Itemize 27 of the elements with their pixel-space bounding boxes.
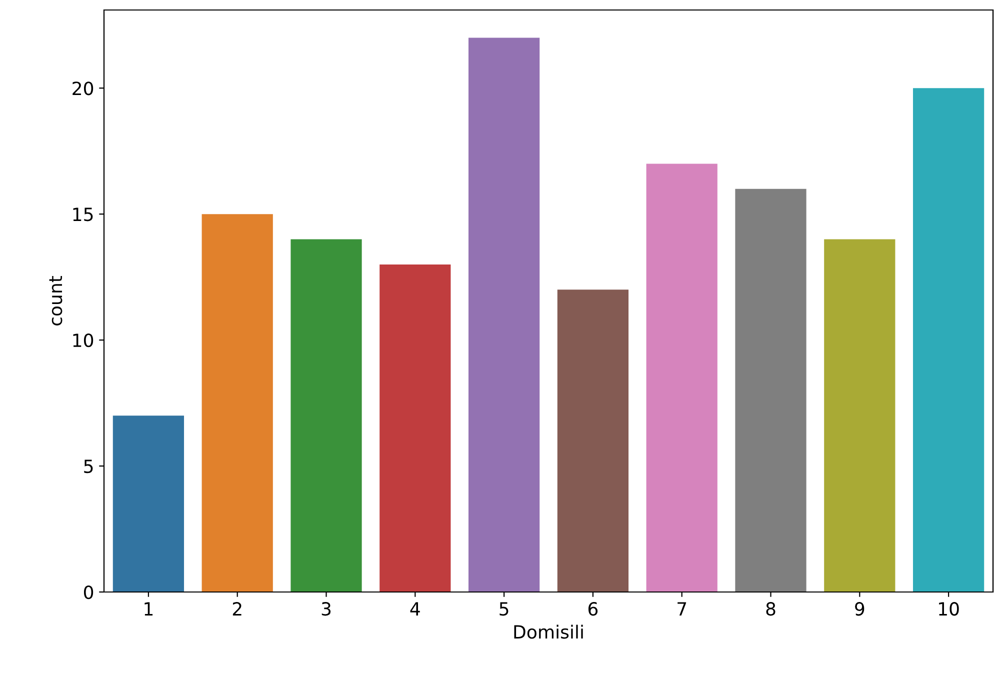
bar: [735, 188, 806, 592]
x-tick-label: 5: [500, 602, 508, 616]
bar: [824, 239, 896, 592]
y-tick-label: 15: [73, 208, 93, 222]
bar: [912, 88, 984, 592]
bar: [468, 38, 540, 592]
bar: [557, 290, 629, 592]
bar: [202, 214, 273, 592]
y-tick-label: 10: [73, 334, 94, 348]
y-tick-label: 20: [72, 82, 94, 96]
y-tick-label: 5: [84, 460, 93, 474]
x-tick-label: 3: [322, 602, 331, 616]
bar: [380, 264, 451, 592]
y-tick-label: 0: [84, 585, 94, 600]
bar: [646, 164, 718, 592]
y-axis-title: count: [49, 276, 62, 326]
x-tick-label: 6: [588, 602, 598, 616]
x-axis-title: Domisili: [514, 624, 583, 639]
bar: [290, 239, 362, 592]
x-tick-label: 10: [939, 602, 959, 616]
x-tick-label: 4: [410, 602, 420, 616]
x-tick-label: 7: [678, 602, 686, 616]
x-tick-label: 1: [144, 602, 153, 616]
x-tick-label: 8: [766, 602, 776, 616]
x-tick-label: 2: [232, 602, 242, 616]
bar: [112, 416, 184, 592]
x-tick-label: 9: [855, 602, 864, 616]
